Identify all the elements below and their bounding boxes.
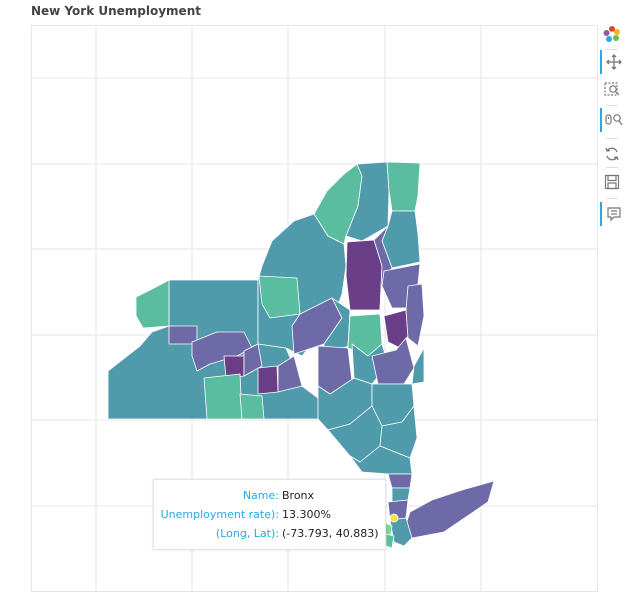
toolbar-divider — [606, 105, 618, 106]
county-shapes[interactable] — [107, 161, 495, 549]
county-shape — [258, 275, 301, 319]
map-canvas[interactable] — [32, 26, 597, 591]
hover-icon[interactable] — [600, 202, 626, 226]
toolbar-divider — [606, 167, 618, 168]
county-shape — [389, 513, 399, 523]
reset-icon[interactable] — [600, 142, 624, 166]
tooltip-value: Bronx — [282, 489, 315, 502]
tooltip-label: Unemployment rate): — [160, 508, 279, 521]
tooltip-row-coords: (Long, Lat): (-73.793, 40.883) — [154, 527, 385, 545]
tooltip-value: 13.300% — [282, 508, 331, 521]
county-shape — [239, 393, 265, 420]
tooltip-label: (Long, Lat): — [215, 527, 279, 540]
county-shape — [386, 161, 421, 212]
tooltip-row-rate: Unemployment rate): 13.300% — [154, 508, 385, 526]
county-shape — [405, 283, 425, 347]
county-shape — [345, 239, 383, 311]
county-shape — [257, 365, 279, 395]
county-shape — [387, 473, 413, 489]
tooltip-label: Name: — [242, 489, 279, 502]
toolbar — [598, 20, 626, 240]
tooltip-row-name: Name: Bronx — [154, 489, 385, 507]
save-icon[interactable] — [600, 170, 624, 194]
county-shape — [277, 355, 303, 393]
tooltip-value: (-73.793, 40.883) — [282, 527, 379, 540]
page-title: New York Unemployment — [31, 4, 201, 18]
bokeh-logo-icon[interactable] — [600, 22, 624, 46]
county-shape — [411, 347, 425, 385]
toolbar-divider — [606, 198, 618, 199]
toolbar-divider — [606, 49, 618, 50]
county-shape — [135, 279, 170, 329]
box-zoom-icon[interactable] — [600, 78, 624, 102]
wheel-zoom-icon[interactable] — [600, 108, 626, 132]
pan-icon[interactable] — [600, 50, 626, 74]
county-shape — [385, 533, 395, 549]
county-shape — [203, 373, 243, 420]
toolbar-divider — [606, 138, 618, 139]
hover-tooltip: Name: Bronx Unemployment rate): 13.300% … — [153, 479, 386, 550]
county-shape — [349, 445, 413, 475]
county-shape — [243, 343, 263, 377]
